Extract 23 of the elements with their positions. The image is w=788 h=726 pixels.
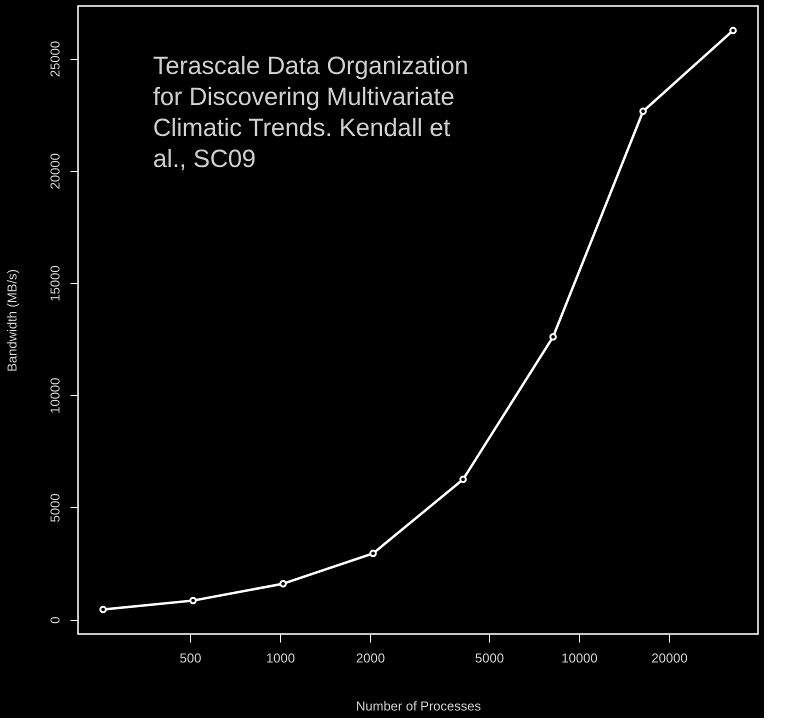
y-axis-title: Bandwidth (MB/s) <box>4 269 20 372</box>
point <box>639 108 647 115</box>
y-tick-label: 5000 <box>48 493 62 522</box>
x-tick-label: 5000 <box>475 650 504 666</box>
x-tick-label: 500 <box>180 650 202 666</box>
y-tick-label: 25000 <box>48 40 62 78</box>
y-tick-label: 20000 <box>48 153 62 190</box>
y-tick-label: 0 <box>48 616 62 624</box>
point <box>549 333 557 341</box>
x-tick-label: 1000 <box>266 650 295 666</box>
point <box>189 596 197 604</box>
point <box>459 476 467 484</box>
x-tick-label: 10000 <box>561 650 598 666</box>
x-tick-label: 2000 <box>356 650 385 666</box>
y-tick-label: 15000 <box>48 265 62 302</box>
point <box>369 550 377 558</box>
y-tick-label: 10000 <box>48 378 62 414</box>
point <box>729 26 737 34</box>
annotation: Terascale Data Organization for Discovering Multivariate Climatic Trends. Kendall et al., SC09 <box>153 52 468 173</box>
x-axis-title: Number of Processes <box>356 698 482 714</box>
x-tick-label: 20000 <box>651 650 688 666</box>
point <box>99 606 107 614</box>
point <box>279 580 287 588</box>
